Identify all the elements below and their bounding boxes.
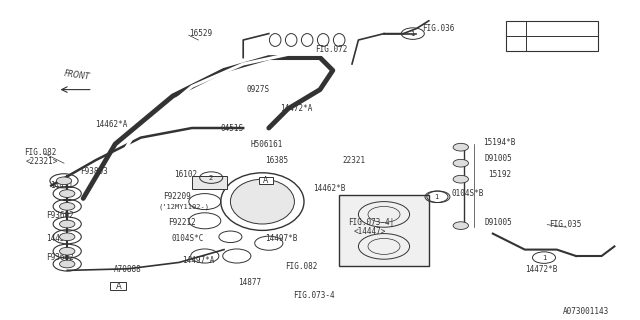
Text: 1: 1 [541,255,547,260]
FancyBboxPatch shape [339,195,429,266]
Text: F92212: F92212 [168,218,195,227]
Text: 14472*B: 14472*B [525,265,557,274]
Circle shape [453,222,468,229]
Text: FIG.073-4: FIG.073-4 [293,291,335,300]
Text: A70888: A70888 [114,265,141,274]
Text: 1: 1 [513,25,518,31]
Text: 1: 1 [434,194,439,200]
Text: FIG.082: FIG.082 [24,148,57,156]
Circle shape [56,177,72,185]
Text: F92209: F92209 [163,192,191,201]
Text: D91005: D91005 [484,154,512,163]
Circle shape [453,175,468,183]
Text: A: A [263,176,268,185]
Text: H506161: H506161 [251,140,284,148]
Text: 1: 1 [410,31,415,36]
Text: FIG.072: FIG.072 [315,45,348,54]
FancyBboxPatch shape [506,21,598,51]
Circle shape [60,233,75,241]
Text: 14877: 14877 [238,278,261,287]
Text: ('12MY1102-): ('12MY1102-) [159,203,210,210]
Text: 22321: 22321 [342,156,365,164]
Text: 14462*B: 14462*B [314,184,346,193]
Text: 0451S: 0451S [221,124,244,132]
Text: <14447>: <14447> [353,228,386,236]
Text: F93602: F93602 [46,212,74,220]
FancyBboxPatch shape [192,176,227,189]
Text: F93602: F93602 [46,253,74,262]
Text: FRONT: FRONT [63,69,90,82]
Text: 16529: 16529 [189,29,212,38]
Circle shape [60,203,75,210]
Text: 21867: 21867 [548,39,575,48]
Text: 14497*A: 14497*A [182,256,215,265]
Text: 0104S*B: 0104S*B [451,189,484,198]
Text: FIG.073-4|: FIG.073-4| [348,218,394,227]
Text: 15192: 15192 [488,170,511,179]
Text: FIG.036: FIG.036 [422,24,455,33]
Text: 2: 2 [514,41,518,47]
Text: FIG.082: FIG.082 [285,262,317,271]
Text: 16385: 16385 [266,156,289,164]
Circle shape [60,190,75,197]
Text: 14462*A: 14462*A [95,120,127,129]
Text: 0923S: 0923S [548,24,575,33]
Text: <22321>: <22321> [26,157,58,166]
Text: F93803: F93803 [80,167,108,176]
Circle shape [453,143,468,151]
Text: 15194*B: 15194*B [483,138,516,147]
Circle shape [60,247,75,255]
Text: D91005: D91005 [484,218,512,227]
Text: 0104S*C: 0104S*C [172,234,204,243]
Text: 14472*A: 14472*A [280,104,313,113]
Circle shape [60,260,75,268]
Text: 2: 2 [209,175,213,180]
Text: 14497*B: 14497*B [266,234,298,243]
FancyBboxPatch shape [110,283,127,291]
Text: A073001143: A073001143 [563,308,609,316]
Ellipse shape [230,179,294,224]
Text: A: A [116,282,121,291]
Text: 14457: 14457 [46,234,69,243]
Text: 0927S: 0927S [246,85,269,94]
Circle shape [60,220,75,228]
Text: 14471: 14471 [50,181,73,190]
FancyBboxPatch shape [259,177,273,184]
Text: 16102: 16102 [174,170,197,179]
Circle shape [453,159,468,167]
Text: FIG.035: FIG.035 [549,220,582,229]
